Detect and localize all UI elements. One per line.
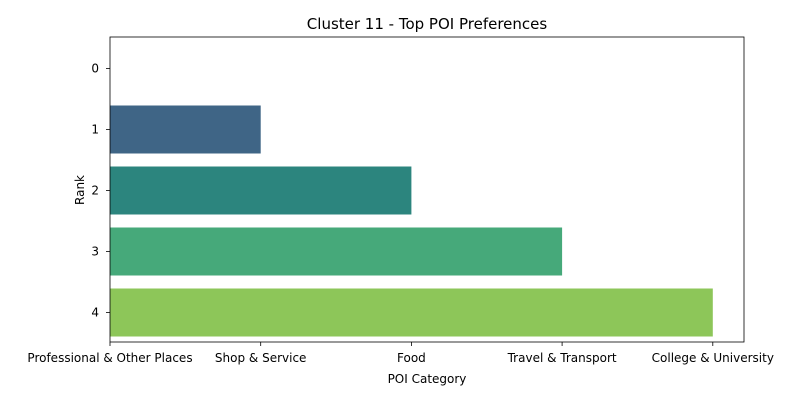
x-tick-label: Travel & Transport	[507, 351, 617, 365]
plot-frame	[109, 36, 745, 343]
bar-rank-2	[110, 166, 412, 215]
bar-rank-1	[110, 105, 261, 154]
y-tick-label: 2	[91, 184, 99, 198]
x-tick-label: College & University	[652, 351, 774, 365]
bar-rank-4	[110, 288, 713, 337]
x-tick-label: Food	[397, 351, 426, 365]
bar-rank-3	[110, 227, 563, 276]
y-tick-label: 3	[91, 245, 99, 259]
y-axis: 0 1 2 3 4	[91, 62, 110, 320]
x-axis-label: POI Category	[388, 372, 467, 386]
y-tick-label: 4	[91, 306, 99, 320]
y-tick-label: 1	[91, 123, 99, 137]
x-tick-label: Shop & Service	[215, 351, 307, 365]
y-tick-label: 0	[91, 62, 99, 76]
bars-layer	[110, 105, 713, 337]
chart-title: Cluster 11 - Top POI Preferences	[307, 15, 548, 33]
y-axis-label: Rank	[73, 175, 87, 205]
x-axis: Professional & Other Places Shop & Servic…	[27, 342, 774, 365]
x-tick-label: Professional & Other Places	[27, 351, 192, 365]
